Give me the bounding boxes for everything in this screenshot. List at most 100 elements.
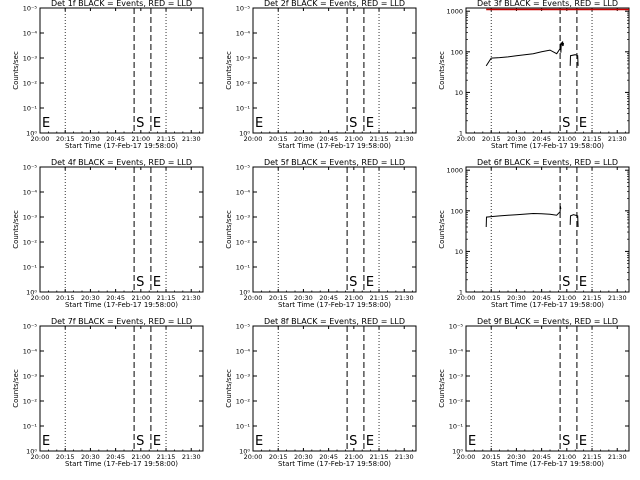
y-tick-label: 10⁻⁵ — [236, 323, 251, 331]
y-tick-label: 10⁻³ — [23, 373, 38, 381]
y-tick-label: 10⁰ — [452, 448, 463, 456]
x-tick-label: 20:00 — [457, 135, 476, 143]
end-marker: E — [153, 116, 161, 131]
start-marker: S — [562, 275, 570, 290]
y-tick-label: 10⁻⁵ — [23, 323, 38, 331]
x-tick-label: 20:30 — [507, 294, 526, 302]
x-tick-label: 20:15 — [56, 453, 75, 461]
x-tick-label: 20:30 — [81, 453, 100, 461]
y-tick-label: 10⁻³ — [236, 373, 251, 381]
x-tick-label: 21:15 — [583, 453, 602, 461]
data-series-line — [569, 214, 579, 228]
x-tick-label: 21:30 — [608, 294, 627, 302]
y-tick-label: 10⁻⁴ — [23, 348, 38, 356]
end-marker: E — [255, 116, 263, 131]
y-tick-label: 10⁰ — [26, 289, 37, 297]
x-tick-label: 21:00 — [344, 294, 363, 302]
x-tick-label: 21:00 — [557, 453, 576, 461]
x-tick-label: 21:15 — [583, 294, 602, 302]
x-tick-label: 21:30 — [182, 135, 201, 143]
x-tick-label: 20:15 — [482, 294, 501, 302]
panel-1: Det 1f BLACK = Events, RED = LLD 20:00 20:… — [12, 0, 204, 150]
x-tick-label: 21:15 — [157, 453, 176, 461]
panel-3: Det 3f BLACK = Events, RED = LLD 20:00 20:… — [438, 0, 630, 150]
y-tick-label: 10⁻³ — [236, 55, 251, 63]
y-tick-label: 10⁻¹ — [236, 264, 251, 272]
panel-8: Det 8f BLACK = Events, RED = LLD 20:00 20:… — [225, 317, 417, 468]
x-tick-label: 20:45 — [106, 453, 125, 461]
y-axis-label: Counts/sec — [438, 210, 446, 249]
x-axis-label: Start Time (17-Feb-17 19:58:00) — [491, 142, 604, 150]
start-marker: S — [562, 116, 570, 131]
x-tick-label: 21:15 — [583, 135, 602, 143]
panel-9: Det 9f BLACK = Events, RED = LLD 20:00 20:… — [438, 317, 630, 468]
end-marker: E — [468, 434, 476, 449]
panel-title: Det 5f BLACK = Events, RED = LLD — [264, 158, 405, 167]
end-marker: E — [42, 434, 50, 449]
y-tick-label: 10⁻⁴ — [449, 348, 464, 356]
x-tick-label: 20:45 — [532, 135, 551, 143]
start-marker: S — [349, 434, 357, 449]
plot-frame — [252, 166, 417, 293]
y-axis-label: Counts/sec — [12, 51, 20, 90]
y-tick-label: 10⁻² — [236, 80, 251, 88]
end-marker: E — [153, 434, 161, 449]
y-tick-label: 10⁻⁵ — [236, 164, 251, 172]
plot-frame — [39, 166, 204, 293]
plot-frame — [465, 166, 630, 293]
y-axis-label: Counts/sec — [12, 210, 20, 249]
x-tick-label: 20:45 — [319, 135, 338, 143]
y-tick-label: 1 — [459, 130, 463, 138]
panel-4: Det 4f BLACK = Events, RED = LLD 20:00 20:… — [12, 158, 204, 309]
end-marker: E — [42, 116, 50, 131]
end-marker: E — [579, 116, 587, 131]
x-tick-label: 21:00 — [557, 294, 576, 302]
x-tick-label: 21:30 — [608, 453, 627, 461]
x-axis-label: Start Time (17-Feb-17 19:58:00) — [65, 142, 178, 150]
panel-title: Det 7f BLACK = Events, RED = LLD — [51, 317, 192, 326]
x-tick-label: 20:00 — [31, 135, 50, 143]
end-marker: E — [366, 116, 374, 131]
plot-frame — [465, 7, 630, 134]
panel-7: Det 7f BLACK = Events, RED = LLD 20:00 20:… — [12, 317, 204, 468]
start-marker: S — [136, 275, 144, 290]
x-tick-label: 20:30 — [81, 294, 100, 302]
y-axis-label: Counts/sec — [438, 369, 446, 408]
y-tick-label: 10⁻⁵ — [449, 323, 464, 331]
y-tick-label: 10⁻² — [236, 239, 251, 247]
plot-frame — [252, 7, 417, 134]
x-tick-label: 21:30 — [395, 294, 414, 302]
y-tick-label: 1000 — [446, 8, 463, 16]
y-tick-label: 10⁻³ — [449, 373, 464, 381]
y-tick-label: 10⁻⁵ — [236, 5, 251, 13]
panel-title: Det 1f BLACK = Events, RED = LLD — [51, 0, 192, 8]
y-tick-label: 10⁻² — [23, 239, 38, 247]
x-tick-label: 21:30 — [608, 135, 627, 143]
y-tick-label: 10⁻⁵ — [23, 164, 38, 172]
x-axis-label: Start Time (17-Feb-17 19:58:00) — [491, 301, 604, 309]
y-tick-label: 10 — [455, 89, 463, 97]
start-marker: S — [349, 116, 357, 131]
x-tick-label: 21:00 — [131, 453, 150, 461]
y-tick-label: 1 — [459, 289, 463, 297]
y-tick-label: 10⁻¹ — [449, 423, 464, 431]
x-tick-label: 21:15 — [370, 453, 389, 461]
x-axis-label: Start Time (17-Feb-17 19:58:00) — [491, 460, 604, 468]
x-tick-label: 21:00 — [131, 135, 150, 143]
y-tick-label: 10⁻³ — [236, 214, 251, 222]
plot-frame — [465, 325, 630, 452]
data-series-line — [485, 41, 564, 67]
x-tick-label: 20:45 — [106, 294, 125, 302]
x-tick-label: 20:30 — [294, 294, 313, 302]
panel-title: Det 4f BLACK = Events, RED = LLD — [51, 158, 192, 167]
x-tick-label: 20:15 — [482, 135, 501, 143]
end-marker: E — [579, 275, 587, 290]
x-tick-label: 20:15 — [56, 135, 75, 143]
y-tick-label: 100 — [451, 48, 463, 56]
x-tick-label: 21:00 — [344, 453, 363, 461]
x-tick-label: 20:45 — [319, 453, 338, 461]
end-marker: E — [579, 434, 587, 449]
panel-title: Det 9f BLACK = Events, RED = LLD — [477, 317, 618, 326]
end-marker: E — [153, 275, 161, 290]
y-tick-label: 10⁻² — [23, 398, 38, 406]
